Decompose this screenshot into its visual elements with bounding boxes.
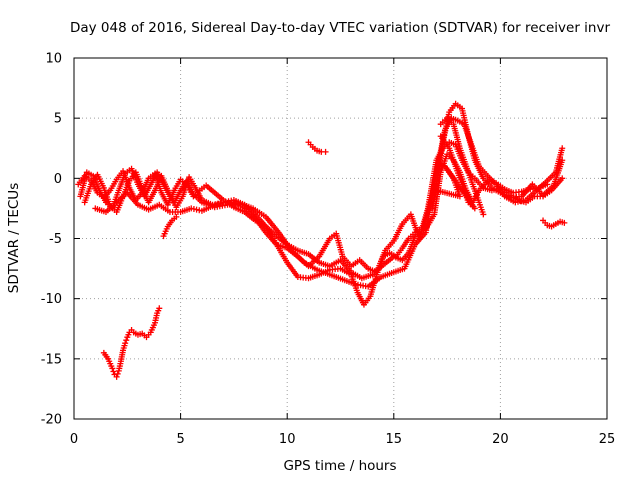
y-axis-label: SDTVAR / TECUs	[6, 183, 22, 293]
x-tick-label: 20	[492, 432, 509, 447]
data-point	[122, 340, 129, 347]
data-point	[322, 148, 329, 155]
axis-ticks: 0 5 10 15 20 25 -20 -15 -10 -5 0 5 10	[41, 52, 616, 448]
data-point	[114, 370, 121, 377]
y-tick-label: -10	[41, 292, 62, 307]
series-track-d	[75, 151, 551, 282]
data-point	[113, 373, 120, 380]
data-point	[110, 368, 117, 375]
data-point	[109, 365, 116, 372]
series-patch-mid	[160, 213, 180, 240]
data-point	[173, 213, 180, 220]
y-tick-label: 10	[45, 52, 62, 67]
chart-title: Day 048 of 2016, Sidereal Day-to-day VTE…	[70, 20, 610, 36]
data-marks	[75, 100, 568, 380]
data-point	[559, 175, 566, 182]
y-tick-label: -20	[41, 413, 62, 428]
x-tick-label: 25	[599, 432, 616, 447]
x-tick-label: 0	[70, 432, 78, 447]
y-tick-label: 0	[54, 172, 62, 187]
data-point	[561, 219, 568, 226]
data-point	[544, 181, 551, 188]
data-point	[559, 145, 566, 152]
y-tick-label: -5	[49, 232, 62, 247]
x-axis-label: GPS time / hours	[283, 458, 396, 474]
series-track-a	[77, 100, 566, 308]
x-tick-label: 5	[176, 432, 184, 447]
series-patch-late	[540, 217, 568, 230]
data-point	[156, 305, 163, 312]
series-patch-low	[100, 305, 163, 380]
data-point	[559, 157, 566, 164]
data-point	[429, 205, 436, 212]
x-tick-label: 15	[386, 432, 403, 447]
series-patch-high	[305, 139, 329, 155]
y-tick-label: 5	[54, 112, 62, 127]
series-track-e	[429, 115, 487, 218]
series-track-c	[92, 139, 566, 276]
y-tick-label: -15	[41, 352, 62, 367]
x-tick-label: 10	[279, 432, 296, 447]
data-point	[480, 211, 487, 218]
data-point	[123, 337, 130, 344]
